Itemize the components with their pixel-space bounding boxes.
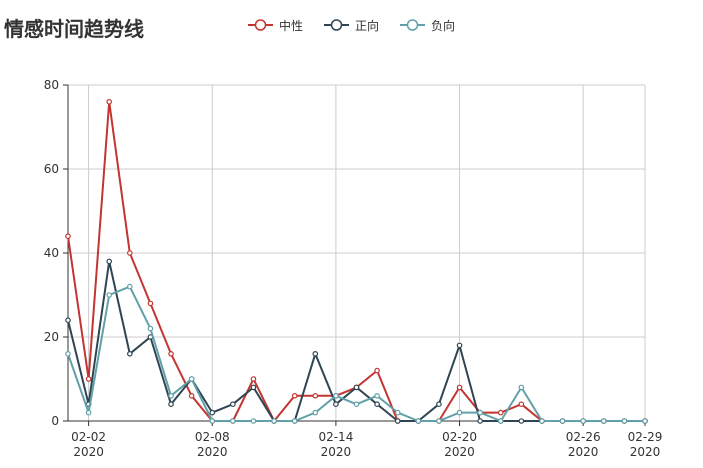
data-point[interactable] bbox=[333, 401, 339, 408]
data-point[interactable] bbox=[271, 418, 277, 424]
legend-label: 中性 bbox=[279, 18, 303, 33]
data-point[interactable] bbox=[106, 258, 113, 265]
legend-item[interactable]: 中性 bbox=[248, 18, 303, 33]
y-tick-label: 20 bbox=[44, 330, 59, 344]
legend-marker-icon bbox=[254, 19, 267, 31]
data-point[interactable] bbox=[436, 401, 442, 408]
data-point[interactable] bbox=[291, 392, 298, 399]
data-point[interactable] bbox=[65, 233, 71, 240]
x-tick-label: 02-29 bbox=[628, 430, 663, 444]
x-tick-year-label: 2020 bbox=[321, 445, 352, 459]
legend-item[interactable]: 负向 bbox=[400, 18, 455, 33]
y-tick-label: 80 bbox=[44, 78, 59, 92]
data-point[interactable] bbox=[65, 317, 71, 324]
x-tick-label: 02-08 bbox=[195, 430, 230, 444]
legend-marker-icon bbox=[406, 19, 419, 31]
x-tick-year-label: 2020 bbox=[73, 445, 104, 459]
data-point[interactable] bbox=[642, 418, 648, 424]
data-point[interactable] bbox=[456, 409, 463, 416]
data-point[interactable] bbox=[188, 392, 195, 399]
data-point[interactable] bbox=[477, 418, 483, 424]
data-point[interactable] bbox=[456, 342, 463, 349]
data-point[interactable] bbox=[168, 350, 174, 357]
y-tick-label: 0 bbox=[51, 414, 59, 428]
series-1 bbox=[65, 258, 648, 424]
series-2 bbox=[65, 283, 648, 424]
data-point[interactable] bbox=[600, 418, 607, 424]
data-point[interactable] bbox=[497, 418, 504, 424]
data-point[interactable] bbox=[168, 401, 174, 408]
legend[interactable]: 中性 正向 负向 bbox=[248, 18, 455, 33]
data-point[interactable] bbox=[85, 409, 92, 416]
data-point[interactable] bbox=[580, 418, 586, 424]
data-point[interactable] bbox=[497, 409, 504, 416]
data-point[interactable] bbox=[188, 376, 195, 382]
data-point[interactable] bbox=[250, 384, 257, 391]
data-point[interactable] bbox=[291, 418, 298, 424]
grid-lines bbox=[68, 84, 646, 421]
data-point[interactable] bbox=[621, 418, 628, 424]
data-point[interactable] bbox=[559, 418, 566, 424]
data-point[interactable] bbox=[230, 401, 236, 408]
x-tick-label: 02-02 bbox=[71, 430, 106, 444]
x-tick-label: 02-26 bbox=[566, 430, 601, 444]
data-point[interactable] bbox=[353, 384, 360, 391]
data-point[interactable] bbox=[127, 350, 133, 357]
x-tick-year-label: 2020 bbox=[197, 445, 228, 459]
legend-label: 正向 bbox=[355, 18, 379, 33]
data-point[interactable] bbox=[415, 418, 422, 424]
data-point[interactable] bbox=[333, 392, 339, 399]
data-point[interactable] bbox=[374, 367, 380, 374]
data-point[interactable] bbox=[209, 418, 216, 424]
series-0 bbox=[65, 99, 648, 424]
data-point[interactable] bbox=[85, 376, 92, 382]
x-tick-label: 02-14 bbox=[318, 430, 353, 444]
legend-label: 负向 bbox=[431, 18, 455, 33]
data-point[interactable] bbox=[147, 300, 154, 307]
data-point[interactable] bbox=[168, 392, 174, 399]
data-point[interactable] bbox=[127, 250, 133, 256]
data-point[interactable] bbox=[312, 350, 319, 357]
data-point[interactable] bbox=[518, 418, 525, 424]
data-point[interactable] bbox=[456, 384, 463, 391]
axes: 02040608002-02202002-08202002-14202002-2… bbox=[44, 78, 663, 459]
data-point[interactable] bbox=[250, 376, 257, 382]
x-tick-year-label: 2020 bbox=[568, 445, 599, 459]
data-point[interactable] bbox=[312, 392, 319, 399]
data-point[interactable] bbox=[477, 409, 483, 416]
legend-marker-icon bbox=[330, 19, 343, 31]
data-point[interactable] bbox=[394, 418, 401, 424]
data-point[interactable] bbox=[250, 418, 257, 424]
x-tick-year-label: 2020 bbox=[444, 445, 475, 459]
legend-item[interactable]: 正向 bbox=[324, 18, 379, 33]
x-tick-year-label: 2020 bbox=[630, 445, 661, 459]
data-point[interactable] bbox=[394, 409, 401, 416]
data-point[interactable] bbox=[312, 409, 319, 416]
data-point[interactable] bbox=[127, 283, 133, 290]
series-line bbox=[67, 100, 645, 422]
data-point[interactable] bbox=[539, 418, 545, 424]
data-point[interactable] bbox=[518, 384, 525, 391]
data-point[interactable] bbox=[209, 409, 216, 416]
data-point[interactable] bbox=[353, 401, 360, 408]
chart-title: 情感时间趋势线 bbox=[4, 17, 144, 41]
data-point[interactable] bbox=[106, 292, 113, 298]
data-point[interactable] bbox=[65, 350, 71, 357]
data-point[interactable] bbox=[518, 401, 525, 408]
data-point[interactable] bbox=[374, 392, 380, 399]
data-point[interactable] bbox=[106, 99, 113, 105]
data-point[interactable] bbox=[147, 325, 154, 332]
series-lines bbox=[65, 99, 648, 424]
data-point[interactable] bbox=[230, 418, 236, 424]
data-point[interactable] bbox=[374, 401, 380, 408]
y-tick-label: 60 bbox=[44, 162, 59, 176]
y-tick-label: 40 bbox=[44, 246, 59, 260]
data-point[interactable] bbox=[436, 418, 442, 424]
x-tick-label: 02-20 bbox=[442, 430, 477, 444]
